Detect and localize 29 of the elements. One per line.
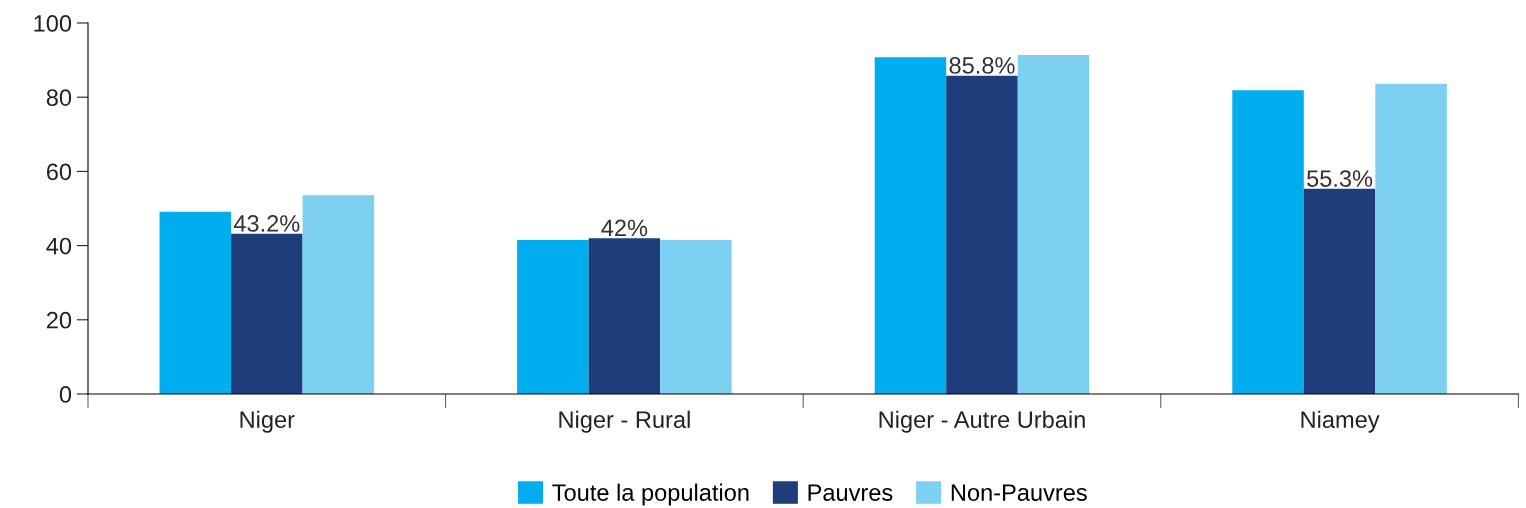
legend-label: Non-Pauvres xyxy=(951,484,1087,501)
bar xyxy=(946,75,1018,394)
bar xyxy=(231,233,303,394)
y-tick-label: 80 xyxy=(46,89,72,106)
bar xyxy=(302,195,375,394)
y-tick-label: 0 xyxy=(59,386,72,403)
data-label: 85.8% xyxy=(949,57,1015,74)
bar xyxy=(159,211,232,394)
x-tick-label: Niger - Autre Urbain xyxy=(879,410,1085,433)
bar xyxy=(1375,83,1447,394)
legend-label: Toute la population xyxy=(552,483,749,506)
x-tick-label: Niamey xyxy=(1301,410,1380,433)
bar xyxy=(588,238,661,394)
bar xyxy=(1303,188,1376,394)
legend-label: Pauvres xyxy=(808,484,893,501)
data-label: 55.3% xyxy=(1307,170,1373,187)
bar xyxy=(1232,90,1304,394)
y-tick-label: 100 xyxy=(34,15,72,32)
bar xyxy=(874,57,947,394)
x-tick-label: Niger - Rural xyxy=(559,410,690,433)
bar xyxy=(517,240,589,394)
bar xyxy=(1017,54,1090,394)
y-tick-label: 40 xyxy=(46,237,72,255)
y-tick-label: 60 xyxy=(46,163,72,181)
data-label: 43.2% xyxy=(233,215,300,232)
bar xyxy=(660,240,732,394)
data-label: 42% xyxy=(601,219,648,237)
y-tick-label: 20 xyxy=(46,311,72,329)
x-tick-label: Niger xyxy=(240,410,295,433)
